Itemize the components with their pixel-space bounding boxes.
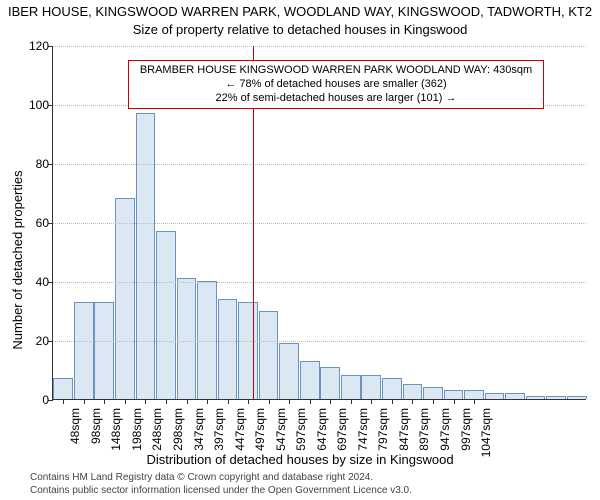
histogram-bar xyxy=(464,390,484,399)
footer-line2: Contains public sector information licen… xyxy=(30,485,412,496)
xtick-mark xyxy=(371,399,372,404)
histogram-bar xyxy=(300,361,320,399)
histogram-bar xyxy=(279,343,299,399)
histogram-bar xyxy=(53,378,73,399)
annotation-line1: BRAMBER HOUSE KINGSWOOD WARREN PARK WOOD… xyxy=(133,64,540,78)
xtick-mark xyxy=(207,399,208,404)
gridline-h xyxy=(53,223,586,224)
ytick-label: 40 xyxy=(19,275,49,289)
annotation-box: BRAMBER HOUSE KINGSWOOD WARREN PARK WOOD… xyxy=(128,60,545,109)
x-axis-label: Distribution of detached houses by size … xyxy=(0,452,600,467)
xtick-mark xyxy=(433,399,434,404)
footer-line1: Contains HM Land Registry data © Crown c… xyxy=(30,472,373,483)
ytick-label: 120 xyxy=(19,39,49,53)
xtick-mark xyxy=(228,399,229,404)
ytick-label: 100 xyxy=(19,98,49,112)
xtick-mark xyxy=(63,399,64,404)
chart-root: { "title_line1": "IBER HOUSE, KINGSWOOD … xyxy=(0,0,600,500)
xtick-mark xyxy=(145,399,146,404)
xtick-mark xyxy=(125,399,126,404)
histogram-bar xyxy=(320,367,340,399)
ytick-label: 20 xyxy=(19,334,49,348)
histogram-bar xyxy=(526,396,546,399)
histogram-bar xyxy=(403,384,423,399)
histogram-bar xyxy=(259,311,279,400)
histogram-bar xyxy=(382,378,402,399)
gridline-h xyxy=(53,164,586,165)
chart-title-line1: IBER HOUSE, KINGSWOOD WARREN PARK, WOODL… xyxy=(0,4,600,19)
xtick-mark xyxy=(248,399,249,404)
xtick-mark xyxy=(104,399,105,404)
histogram-bar xyxy=(74,302,94,399)
xtick-mark xyxy=(310,399,311,404)
xtick-mark xyxy=(412,399,413,404)
gridline-h xyxy=(53,46,586,47)
gridline-h xyxy=(53,341,586,342)
histogram-bar xyxy=(115,198,135,399)
y-axis-label: Number of detached properties xyxy=(10,110,25,410)
plot-area: 02040608010012048sqm98sqm148sqm198sqm248… xyxy=(52,46,586,400)
xtick-mark xyxy=(289,399,290,404)
xtick-mark xyxy=(351,399,352,404)
xtick-mark xyxy=(474,399,475,404)
histogram-bar xyxy=(238,302,258,399)
histogram-bar xyxy=(505,393,525,399)
xtick-mark xyxy=(330,399,331,404)
xtick-mark xyxy=(166,399,167,404)
xtick-mark xyxy=(84,399,85,404)
ytick-label: 0 xyxy=(19,393,49,407)
chart-title-line2: Size of property relative to detached ho… xyxy=(0,22,600,37)
histogram-bar xyxy=(136,113,156,399)
histogram-bar xyxy=(341,375,361,399)
histogram-bar xyxy=(444,390,464,399)
ytick-label: 80 xyxy=(19,157,49,171)
xtick-mark xyxy=(454,399,455,404)
ytick-label: 60 xyxy=(19,216,49,230)
histogram-bar xyxy=(361,375,381,399)
xtick-mark xyxy=(392,399,393,404)
histogram-bar xyxy=(197,281,217,399)
histogram-bar xyxy=(546,396,566,399)
gridline-h xyxy=(53,282,586,283)
histogram-bar xyxy=(94,302,114,399)
histogram-bar xyxy=(485,393,505,399)
histogram-bar xyxy=(218,299,238,399)
histogram-bar xyxy=(423,387,443,399)
histogram-bar xyxy=(177,278,197,399)
xtick-mark xyxy=(269,399,270,404)
annotation-line3: 22% of semi-detached houses are larger (… xyxy=(133,92,540,106)
histogram-bar xyxy=(156,231,176,399)
annotation-line2: ← 78% of detached houses are smaller (36… xyxy=(133,78,540,92)
histogram-bar xyxy=(567,396,587,399)
xtick-mark xyxy=(187,399,188,404)
